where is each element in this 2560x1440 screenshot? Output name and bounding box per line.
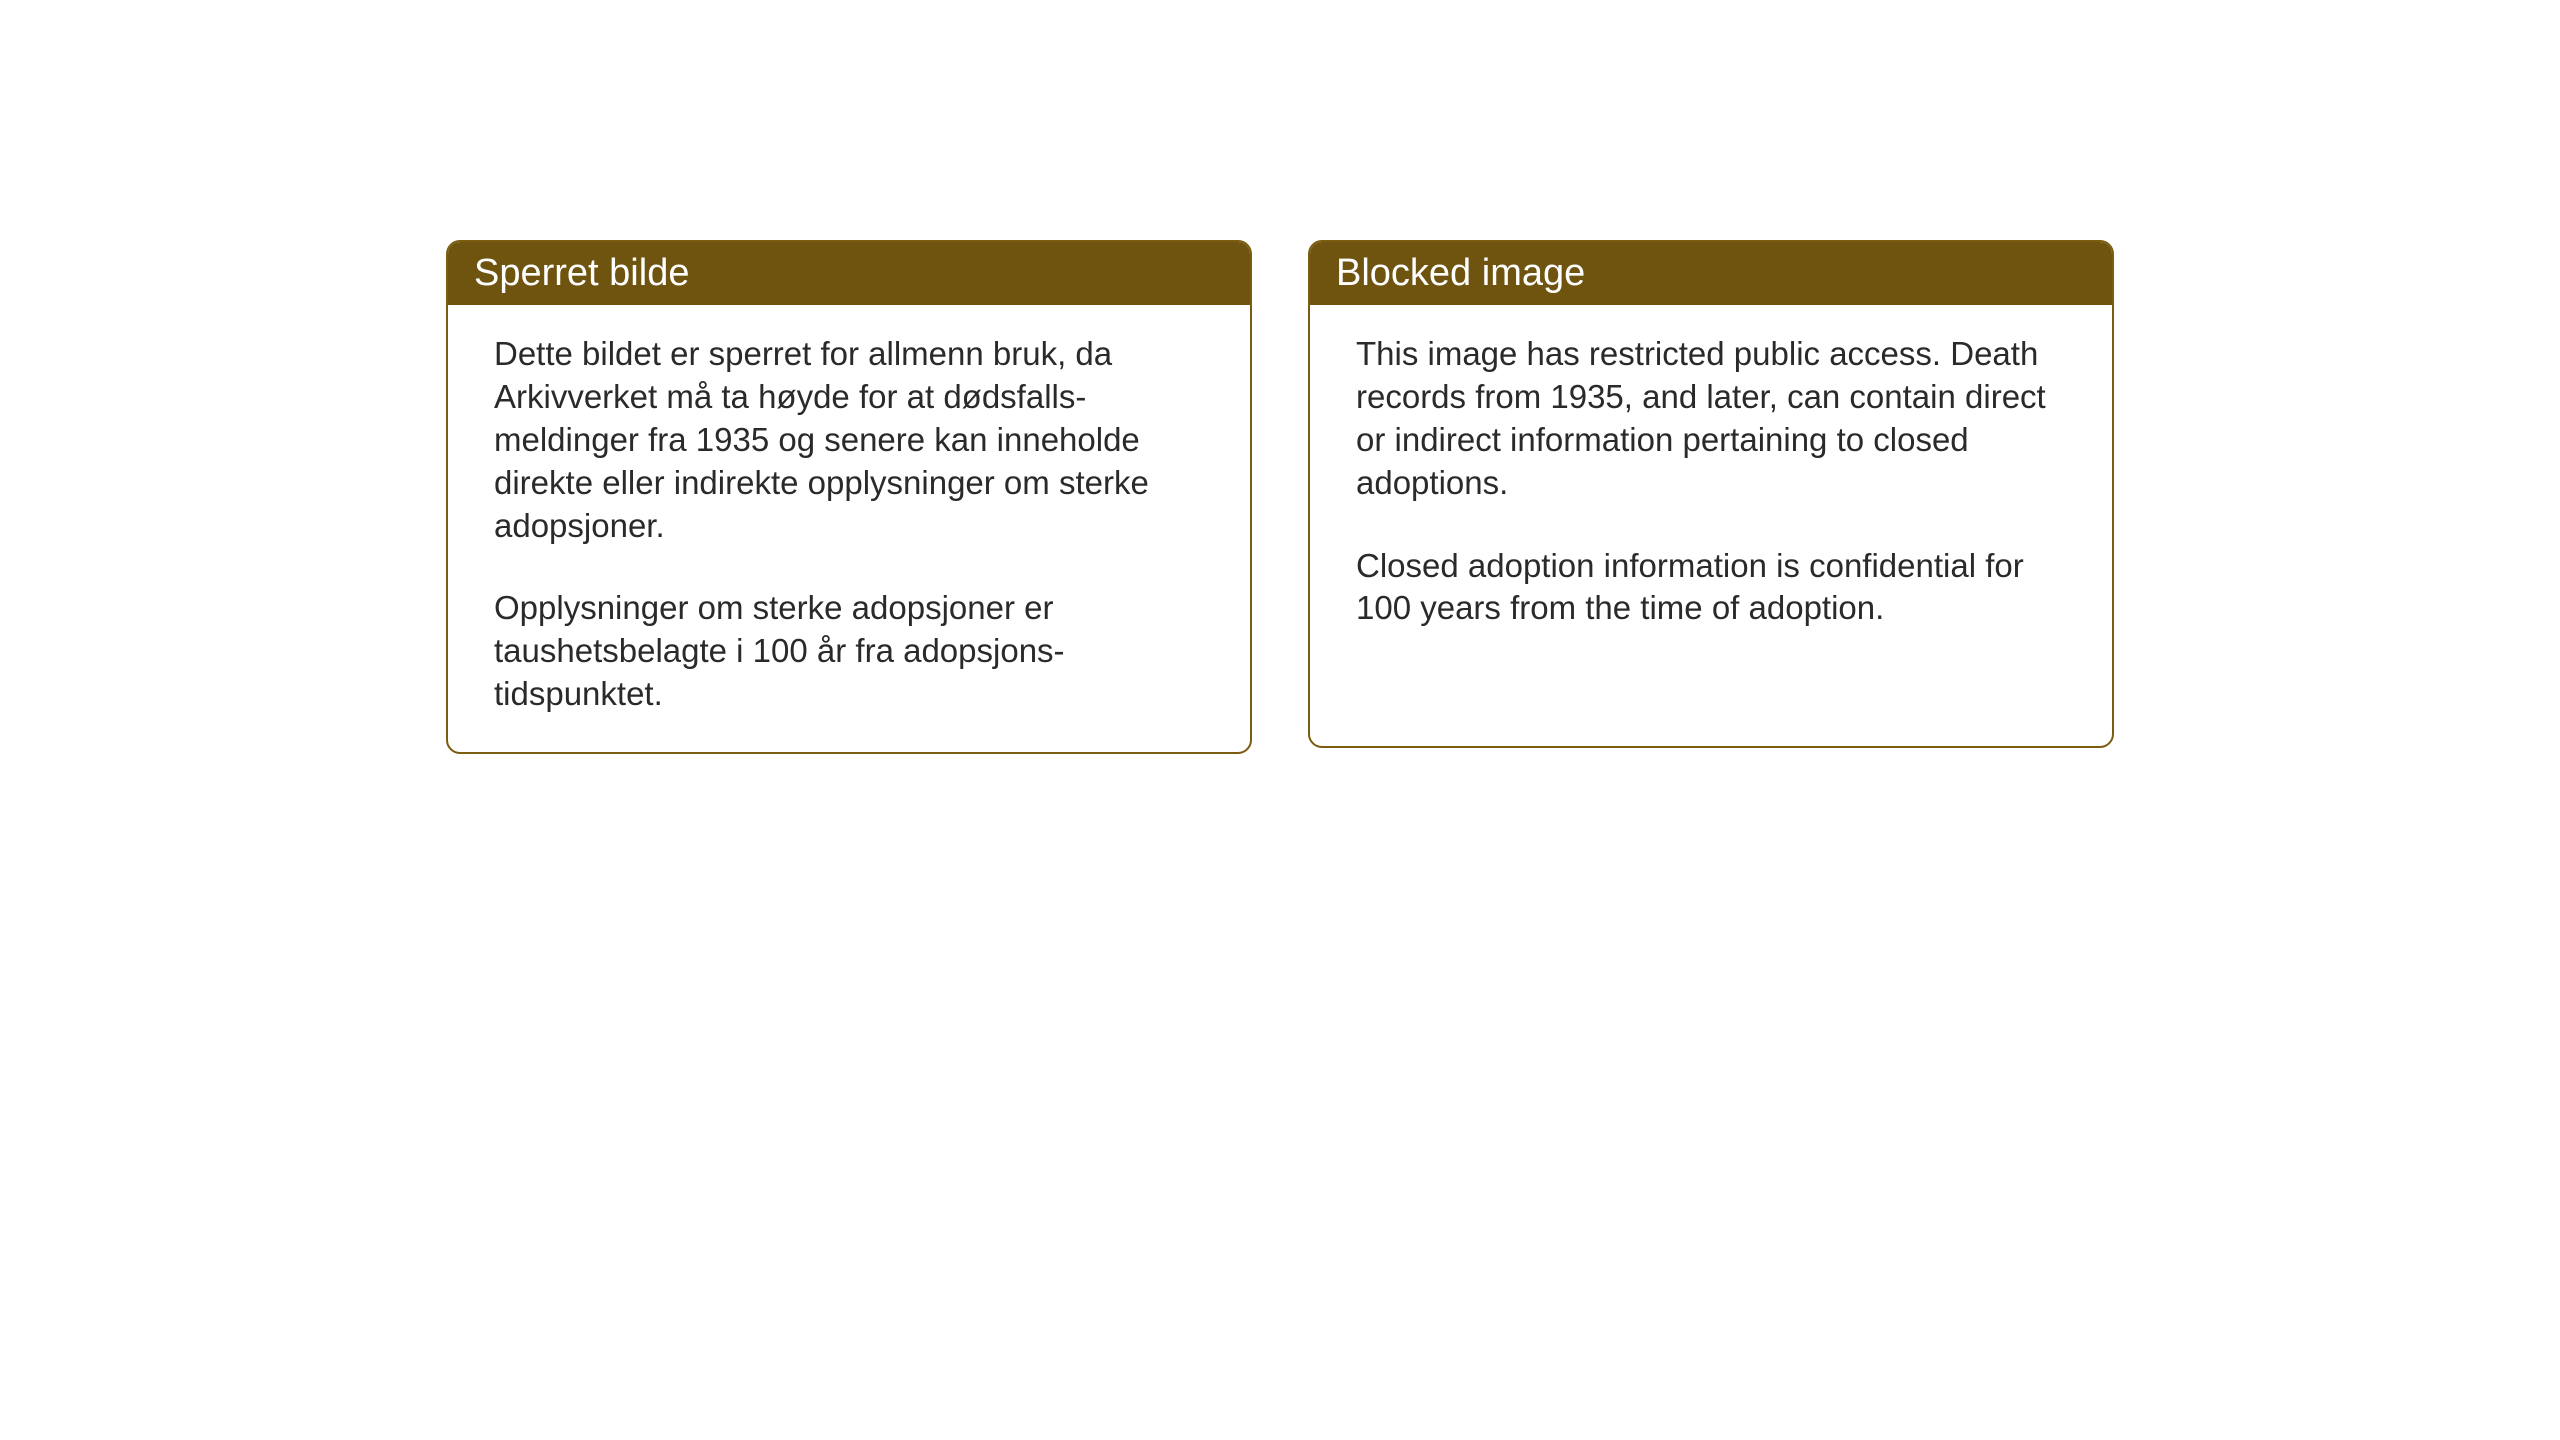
notice-title-norwegian: Sperret bilde (474, 252, 689, 294)
notice-header-norwegian: Sperret bilde (448, 242, 1250, 305)
notice-paragraph-1-english: This image has restricted public access.… (1356, 333, 2066, 505)
notice-body-norwegian: Dette bildet er sperret for allmenn bruk… (448, 305, 1250, 752)
notice-paragraph-2-english: Closed adoption information is confident… (1356, 545, 2066, 631)
notices-container: Sperret bilde Dette bildet er sperret fo… (446, 240, 2114, 754)
notice-box-norwegian: Sperret bilde Dette bildet er sperret fo… (446, 240, 1252, 754)
notice-box-english: Blocked image This image has restricted … (1308, 240, 2114, 748)
notice-paragraph-2-norwegian: Opplysninger om sterke adopsjoner er tau… (494, 587, 1204, 716)
notice-paragraph-1-norwegian: Dette bildet er sperret for allmenn bruk… (494, 333, 1204, 547)
notice-title-english: Blocked image (1336, 252, 1585, 294)
notice-body-english: This image has restricted public access.… (1310, 305, 2112, 666)
notice-header-english: Blocked image (1310, 242, 2112, 305)
